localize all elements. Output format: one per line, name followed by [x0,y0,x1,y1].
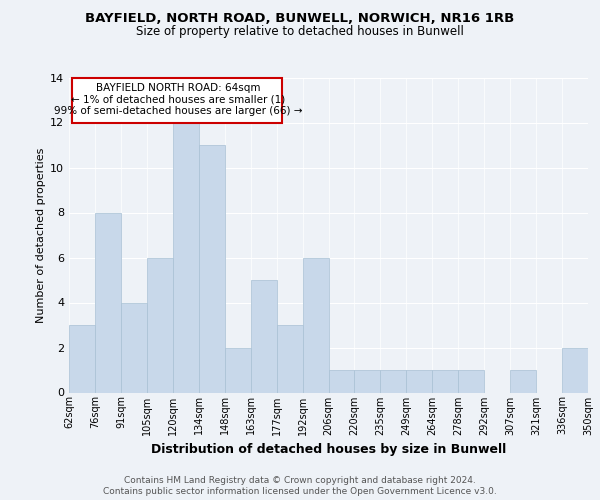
Bar [277,325,302,392]
FancyBboxPatch shape [71,78,282,122]
Text: Contains HM Land Registry data © Crown copyright and database right 2024.: Contains HM Land Registry data © Crown c… [124,476,476,485]
Bar [147,258,173,392]
Bar [121,302,147,392]
Bar [225,348,251,393]
Text: ← 1% of detached houses are smaller (1): ← 1% of detached houses are smaller (1) [71,94,285,104]
Text: Size of property relative to detached houses in Bunwell: Size of property relative to detached ho… [136,25,464,38]
Bar [329,370,355,392]
Bar [69,325,95,392]
Bar [199,145,224,392]
Bar [433,370,458,392]
Text: Contains public sector information licensed under the Open Government Licence v3: Contains public sector information licen… [103,487,497,496]
Bar [380,370,406,392]
Bar [510,370,536,392]
Bar [95,212,121,392]
Bar [251,280,277,392]
Bar [406,370,432,392]
Y-axis label: Number of detached properties: Number of detached properties [36,148,46,322]
Bar [173,122,199,392]
Text: BAYFIELD NORTH ROAD: 64sqm: BAYFIELD NORTH ROAD: 64sqm [96,83,260,93]
Bar [355,370,380,392]
Bar [458,370,484,392]
Text: BAYFIELD, NORTH ROAD, BUNWELL, NORWICH, NR16 1RB: BAYFIELD, NORTH ROAD, BUNWELL, NORWICH, … [85,12,515,26]
Bar [302,258,329,392]
X-axis label: Distribution of detached houses by size in Bunwell: Distribution of detached houses by size … [151,443,506,456]
Text: 99% of semi-detached houses are larger (66) →: 99% of semi-detached houses are larger (… [54,106,302,116]
Bar [562,348,588,393]
